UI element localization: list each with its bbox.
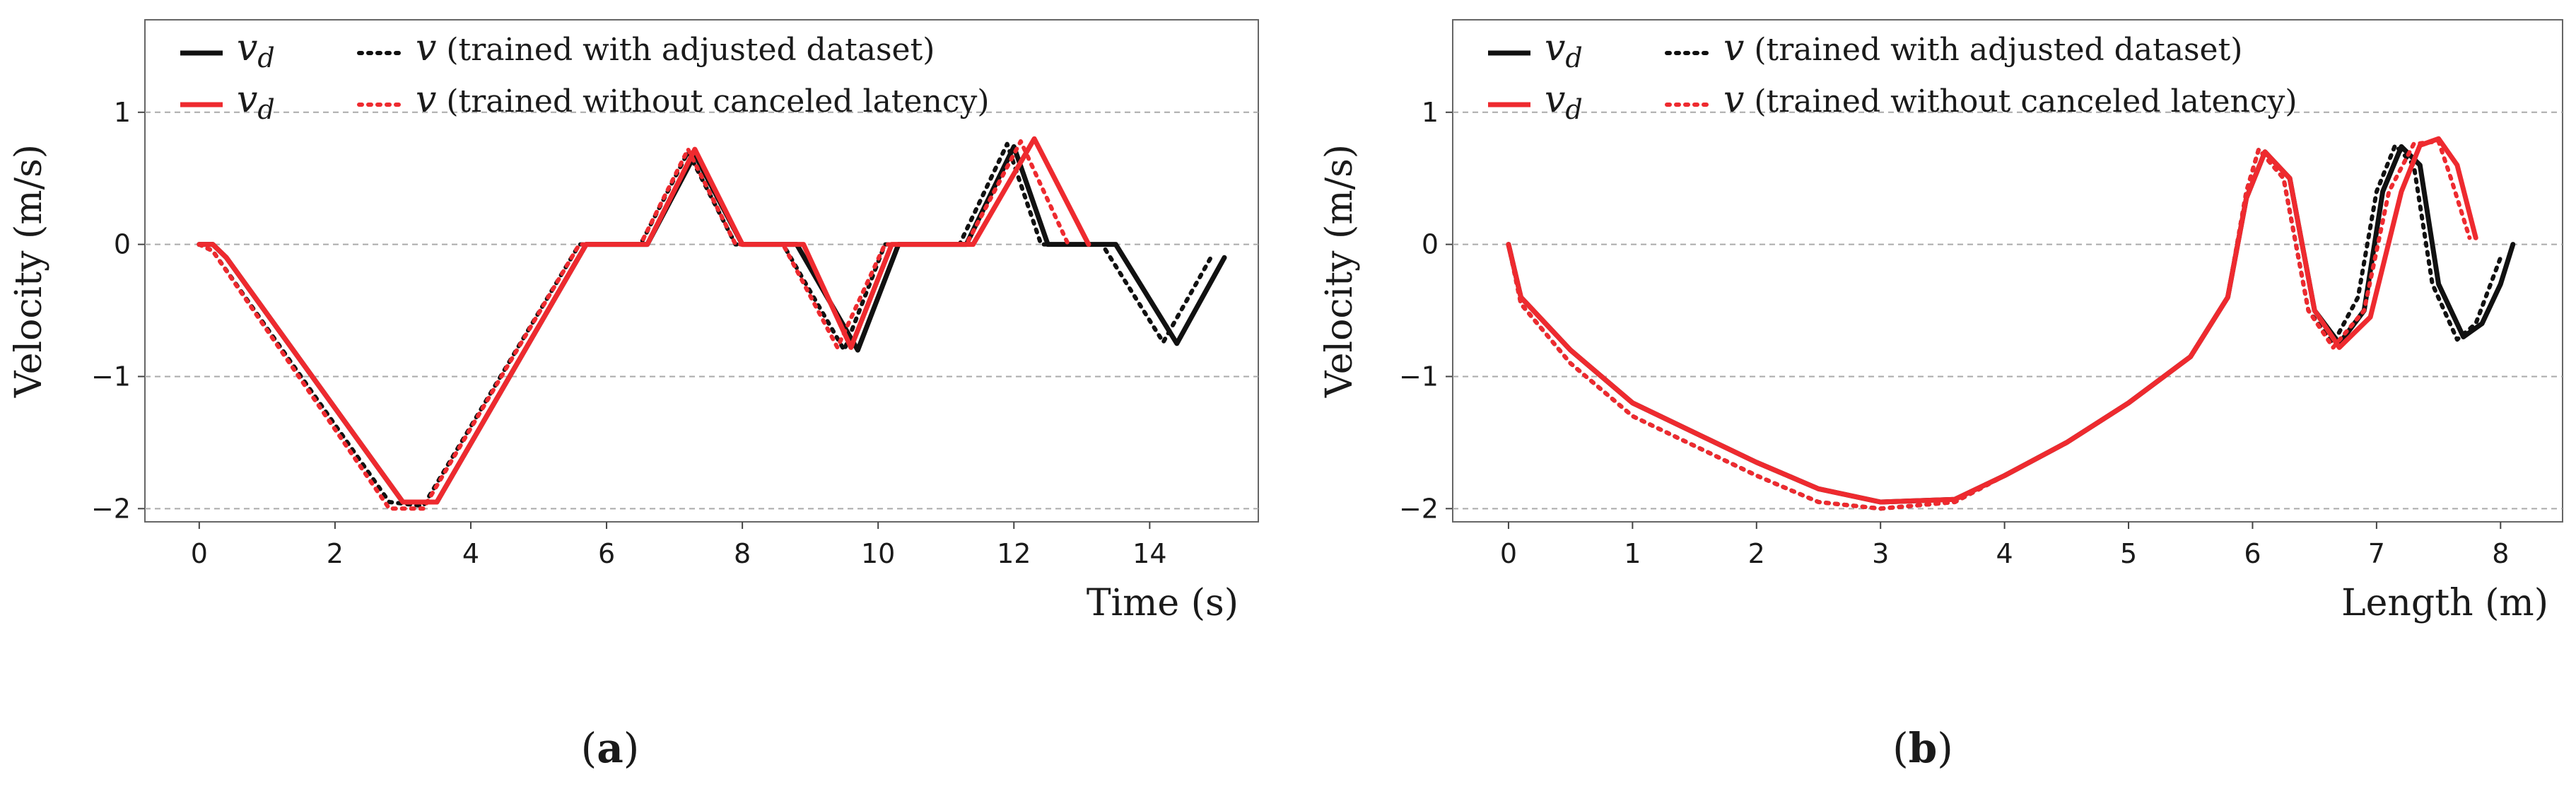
gridlines-a — [145, 111, 1258, 510]
legend-a: vd v (trained with adjusted dataset) vd v (… — [180, 27, 990, 125]
legend-b: vd v (trained with adjusted dataset) vd v (… — [1488, 27, 2297, 125]
x-tick-label-b-5: 5 — [2120, 538, 2137, 569]
x-tick-label-a-4: 8 — [734, 538, 751, 569]
x-axis-label-b: Length (m) — [2341, 582, 2548, 624]
x-ticks-b: 0 1 2 3 4 5 6 7 8 — [1500, 522, 2509, 569]
y-tick-label-a-3: −2 — [91, 493, 131, 524]
series-line-b-2 — [1506, 136, 2478, 505]
y-tick-label-b-3: −2 — [1399, 493, 1439, 524]
plot-frame-a — [144, 19, 1259, 523]
x-ticks-a: 0 2 4 6 8 10 12 14 — [191, 522, 1167, 569]
panel-letter-b: b — [1909, 724, 1938, 772]
x-tick-label-a-0: 0 — [191, 538, 208, 569]
gridlines-b — [1453, 111, 2563, 510]
x-tick-label-b-3: 3 — [1872, 538, 1889, 569]
y-tick-label-b-0: 1 — [1422, 97, 1439, 128]
chart-panel-b: 0 1 2 3 4 5 6 7 8 1 0 −1 −2 Velocity (m/s) Length (… — [1318, 19, 2563, 772]
x-tick-label-b-1: 1 — [1624, 538, 1641, 569]
x-tick-label-a-7: 14 — [1132, 538, 1166, 569]
y-tick-label-b-2: −1 — [1399, 361, 1439, 392]
x-tick-label-a-1: 2 — [327, 538, 344, 569]
y-tick-label-b-1: 0 — [1422, 229, 1439, 260]
legend-label-b-1: v (trained with adjusted dataset) — [1723, 27, 2242, 69]
x-tick-label-b-7: 7 — [2368, 538, 2385, 569]
x-tick-label-b-2: 2 — [1748, 538, 1765, 569]
y-ticks-b: 1 0 −1 −2 — [1399, 97, 1453, 524]
legend-label-b-2: vd — [1545, 78, 1583, 125]
legend-label-a-2: vd — [237, 78, 275, 125]
panel-label-a: (a) — [581, 724, 640, 772]
series-line-b-3 — [1506, 139, 2472, 511]
x-tick-label-b-4: 4 — [1996, 538, 2013, 569]
y-tick-label-a-1: 0 — [114, 229, 131, 260]
series-group-a — [197, 136, 1227, 511]
legend-label-b-0: vd — [1545, 27, 1583, 74]
series-line-a-3 — [197, 139, 1071, 511]
panel-letter-a: a — [597, 724, 623, 772]
plot-frame-b — [1452, 19, 2563, 523]
series-line-a-2 — [197, 136, 1091, 505]
y-axis-label-a: Velocity (m/s) — [8, 144, 50, 398]
x-tick-label-a-5: 10 — [861, 538, 895, 569]
x-tick-label-b-0: 0 — [1500, 538, 1517, 569]
y-tick-label-a-0: 1 — [114, 97, 131, 128]
series-group-b — [1506, 136, 2516, 511]
y-axis-label-b: Velocity (m/s) — [1318, 144, 1361, 398]
legend-label-a-0: vd — [237, 27, 275, 74]
x-tick-label-b-8: 8 — [2492, 538, 2509, 569]
legend-label-a-3: v (trained without canceled latency) — [416, 78, 990, 121]
x-tick-label-b-6: 6 — [2244, 538, 2261, 569]
x-tick-label-a-2: 4 — [462, 538, 479, 569]
y-tick-label-a-2: −1 — [91, 361, 131, 392]
x-tick-label-a-6: 12 — [997, 538, 1031, 569]
chart-panel-a: 0 2 4 6 8 10 12 14 10−1−2 Velocity (m/s) Time (… — [8, 19, 1259, 772]
panel-label-b: (b) — [1892, 724, 1953, 772]
x-axis-label-a: Time (s) — [1087, 582, 1239, 624]
x-tick-label-a-3: 6 — [598, 538, 615, 569]
legend-label-a-1: v (trained with adjusted dataset) — [416, 27, 935, 69]
y-ticks-a: 1 0 −1 −2 — [91, 97, 145, 524]
legend-label-b-3: v (trained without canceled latency) — [1723, 78, 2297, 121]
